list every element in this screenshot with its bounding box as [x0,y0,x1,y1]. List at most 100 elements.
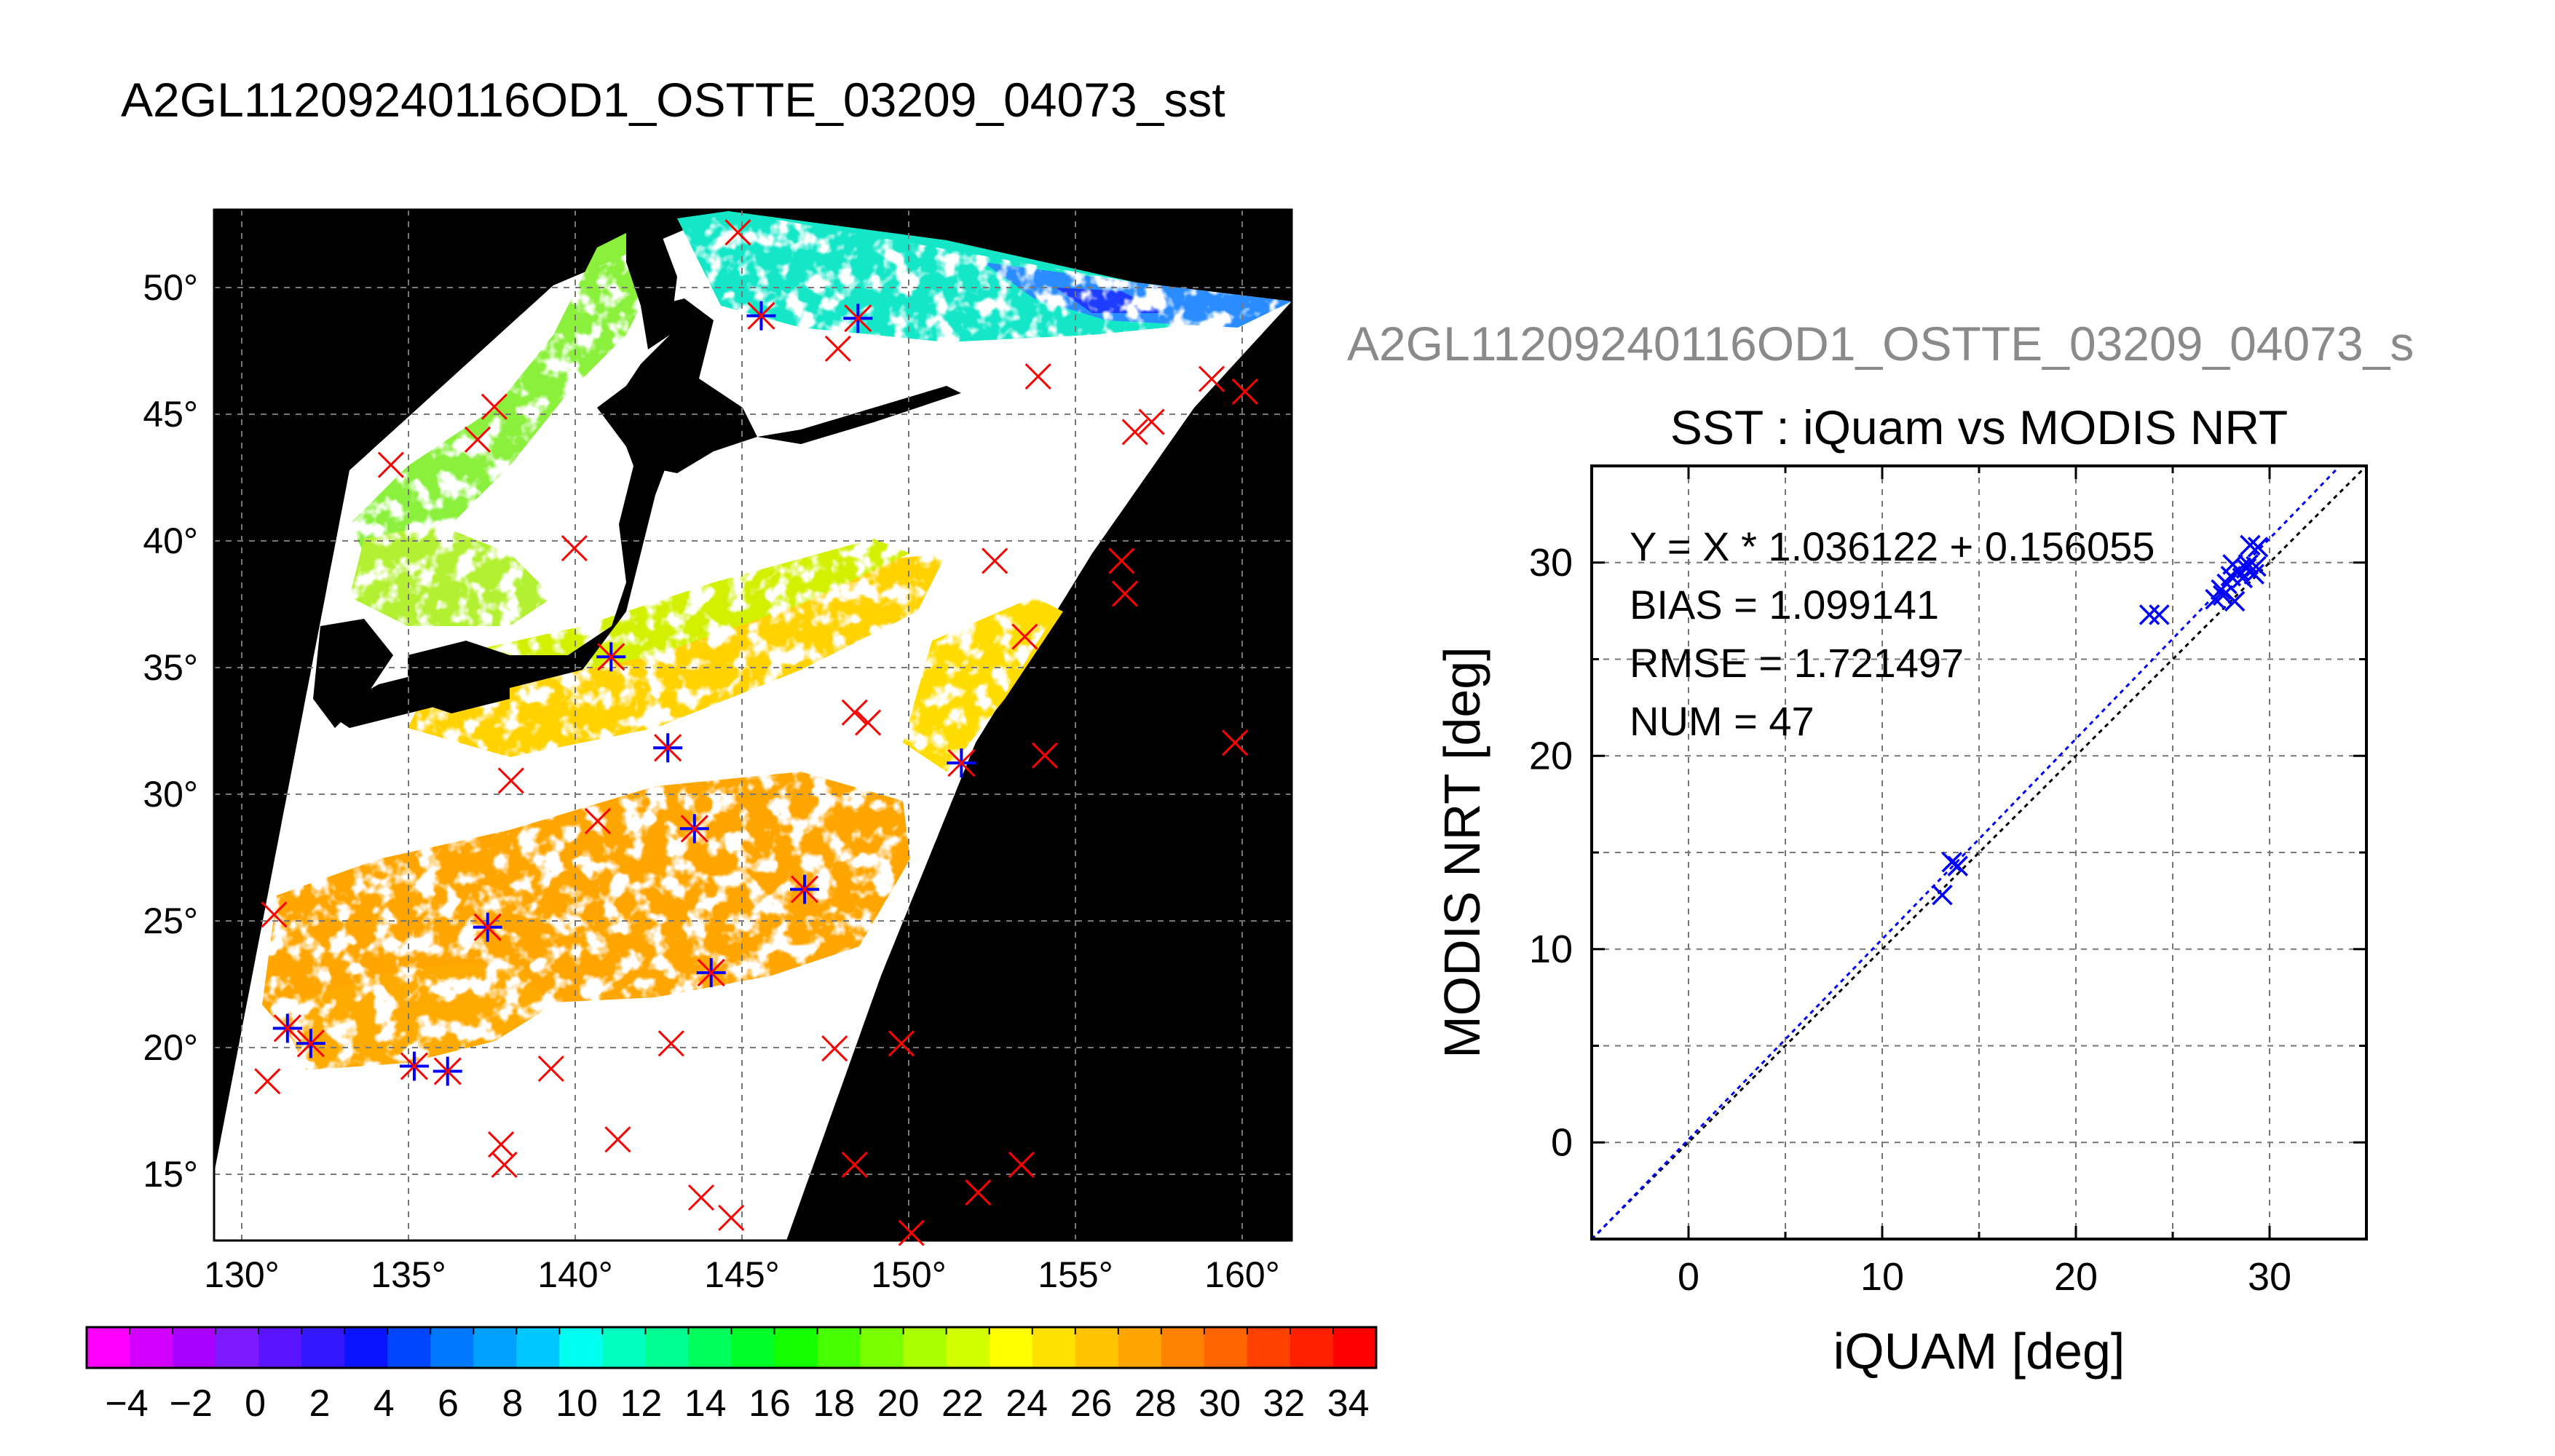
scatter-point [2222,554,2243,575]
lon-tick: 135° [371,1254,446,1295]
map-lon-ticks: 130° 135° 140° 145° 150° 155° 160° [204,1254,1279,1295]
matchup-point [824,335,851,362]
scatter-point [1932,885,1953,906]
colorbar-swatch [1075,1327,1119,1368]
colorbar-swatch [216,1327,259,1368]
matchup-point-valid [947,748,976,778]
scatter-y-tick-labels: 0 10 20 30 [1529,541,1573,1165]
colorbar-label: 0 [245,1382,266,1425]
colorbar-swatch [602,1327,647,1368]
y-tick-label: 30 [1529,541,1573,585]
matchup-point [491,1151,518,1178]
matchup-point-valid [596,642,626,672]
matchup-point-valid [296,1029,325,1059]
lon-tick: 145° [704,1254,779,1295]
matchup-point [1024,363,1051,390]
matchup-point [604,1126,631,1153]
lat-tick: 15° [143,1154,198,1195]
colorbar-label: 4 [374,1382,395,1425]
one-to-one-line [1592,466,2366,1239]
matchup-point [724,219,751,246]
matchup-point [584,807,611,834]
colorbar-label: 18 [813,1382,855,1425]
colorbar-swatch [87,1327,130,1368]
matchup-point [1138,408,1165,435]
colorbar [85,1326,1378,1369]
matchup-point [898,1219,925,1246]
matchup-point [687,1184,715,1211]
colorbar-swatch [1032,1327,1076,1368]
matchup-point [497,767,524,794]
colorbar-swatch [387,1327,432,1368]
matchup-point-valid [790,874,820,904]
lon-tick: 150° [871,1254,946,1295]
colorbar-swatch [1118,1327,1162,1368]
colorbar-label: 8 [502,1382,523,1425]
scatter-point [1947,855,1968,877]
colorbar-swatch [130,1327,173,1368]
bias-stat: BIAS = 1.099141 [1630,582,1939,628]
rmse-stat: RMSE = 1.721497 [1630,640,1964,686]
y-tick-label: 0 [1551,1120,1573,1164]
matchup-point-valid [399,1051,429,1081]
matchup-point-valid [272,1013,302,1043]
x-tick-label: 0 [1678,1255,1699,1299]
lon-tick: 160° [1204,1254,1279,1295]
colorbar-label: 32 [1263,1382,1305,1425]
matchup-point [1031,742,1058,769]
colorbar-swatch [559,1327,604,1368]
colorbar-labels: −4 −2 0 2 4 6 8 10 12 14 16 18 20 22 24 26 28 30 32 34 [105,1382,1369,1425]
matchup-point [841,699,868,726]
matchup-point-valid [696,958,726,988]
colorbar-label: 28 [1134,1382,1177,1425]
scatter-x-axis-label: iQUAM [deg] [1833,1323,2125,1380]
matchup-point [888,1030,915,1057]
colorbar-swatch [860,1327,904,1368]
matchup-point-valid [843,304,873,333]
matchup-point-valid [473,912,502,942]
x-tick-label: 30 [2248,1255,2291,1299]
x-tick-label: 20 [2054,1255,2098,1299]
colorbar-swatch [516,1327,561,1368]
land-kyushu [408,641,510,713]
matchup-point [1108,547,1135,574]
colorbar-label: 12 [620,1382,662,1425]
matchup-point [855,709,882,736]
colorbar-label: 2 [309,1382,330,1425]
matchup-point [1222,729,1249,756]
lat-tick: 35° [143,647,198,688]
land-sakhalin [626,218,677,349]
matchup-point [1231,378,1258,405]
lon-tick: 155° [1038,1254,1113,1295]
map-grid [214,210,1292,1241]
matchup-point [261,901,288,928]
colorbar-swatch [173,1327,216,1368]
lon-tick: 140° [537,1254,612,1295]
num-stat: NUM = 47 [1630,698,1814,744]
scatter-point [2238,554,2259,575]
matchup-point [1011,623,1038,650]
colorbar-label: −4 [105,1382,148,1425]
land-hokkaido [597,364,757,473]
lat-tick: 45° [143,394,198,435]
colorbar-label: 34 [1327,1382,1370,1425]
matchup-point [537,1055,564,1083]
colorbar-swatch [1290,1327,1334,1368]
scatter-points [1932,534,2269,906]
scatter-grid [1592,466,2366,1239]
colorbar-label: 16 [749,1382,791,1425]
matchup-point [841,1151,868,1178]
matchup-point [657,1030,684,1057]
lat-tick: 25° [143,901,198,941]
matchup-point [464,426,491,453]
lat-tick: 40° [143,521,198,561]
lat-tick: 30° [143,774,198,815]
matchup-point [561,534,588,562]
matchup-point-valid [679,814,709,844]
scatter-point [2247,537,2269,558]
colorbar-swatch [731,1327,775,1368]
land-korea-coast [313,619,393,728]
scatter-header: A2GL11209240116OD1_OSTTE_03209_04073_s [1347,317,2414,371]
scatter-point [1941,852,1962,873]
colorbar-label: 22 [941,1382,984,1425]
